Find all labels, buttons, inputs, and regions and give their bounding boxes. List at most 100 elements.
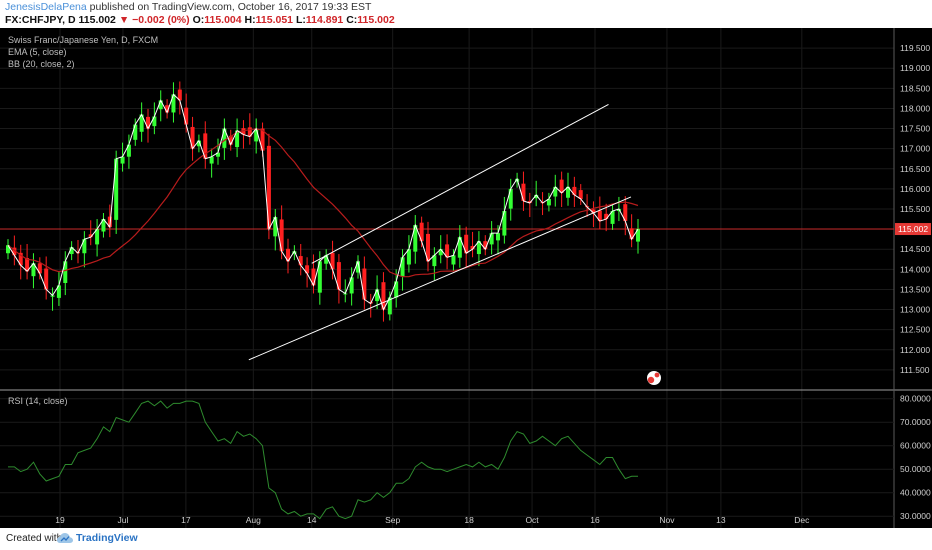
candle-body bbox=[209, 156, 214, 164]
candle-body bbox=[82, 239, 87, 254]
rsi-tick-label: 70.0000 bbox=[900, 417, 931, 427]
price-tick-label: 117.500 bbox=[900, 124, 930, 134]
candle-body bbox=[521, 183, 526, 201]
published-text: published on TradingView.com, October 16… bbox=[89, 1, 372, 13]
candle-body bbox=[464, 234, 469, 254]
candle-body bbox=[44, 268, 49, 290]
candle-body bbox=[158, 100, 163, 110]
price-tick-label: 118.500 bbox=[900, 83, 930, 93]
candle-body bbox=[476, 241, 481, 255]
event-marker-dot bbox=[654, 372, 660, 378]
candle-body bbox=[273, 217, 278, 237]
rsi-tick-label: 40.0000 bbox=[900, 488, 931, 498]
candle-body bbox=[406, 249, 411, 265]
candle-body bbox=[216, 152, 220, 157]
candle-body bbox=[636, 229, 640, 242]
time-tick-label: Sep bbox=[385, 515, 400, 525]
candle-body bbox=[426, 233, 430, 262]
candle-body bbox=[165, 105, 170, 113]
rsi-tick-label: 80.0000 bbox=[900, 394, 931, 404]
candle-body bbox=[139, 114, 144, 132]
candle-body bbox=[203, 133, 208, 159]
candle-body bbox=[120, 156, 125, 164]
tradingview-brand[interactable]: TradingView bbox=[76, 532, 138, 544]
time-tick-label: 16 bbox=[590, 515, 600, 525]
price-tick-label: 114.000 bbox=[900, 264, 930, 274]
chart-area[interactable]: 111.500 112.000 112.500 113.000 113.500 114.0… bbox=[0, 28, 932, 528]
rsi-legend[interactable]: RSI (14, close) bbox=[8, 396, 68, 406]
candle-body bbox=[260, 128, 265, 151]
candle-body bbox=[629, 228, 634, 240]
candle-body bbox=[387, 297, 392, 315]
footer-bar: Created with TradingView bbox=[0, 528, 932, 550]
time-tick-label: Dec bbox=[794, 515, 810, 525]
time-tick-label: 19 bbox=[55, 515, 65, 525]
candle-body bbox=[502, 211, 507, 236]
candle-body bbox=[483, 241, 488, 250]
candle-body bbox=[6, 245, 10, 254]
time-tick-label: 13 bbox=[716, 515, 726, 525]
time-tick-label: 18 bbox=[464, 515, 474, 525]
rsi-line bbox=[8, 400, 638, 520]
candle-body bbox=[604, 213, 609, 220]
price-tick-label: 116.000 bbox=[900, 184, 930, 194]
close-label: C: bbox=[346, 14, 358, 26]
candle-body bbox=[546, 198, 551, 206]
bb-legend[interactable]: BB (20, close, 2) bbox=[8, 59, 75, 69]
candle-body bbox=[88, 234, 93, 238]
price-tick-label: 113.000 bbox=[900, 305, 930, 315]
current-price-label: 115.002 bbox=[898, 224, 928, 234]
candle-body bbox=[247, 127, 252, 137]
rsi-tick-label: 50.0000 bbox=[900, 464, 931, 474]
current-price-badge bbox=[895, 223, 931, 236]
time-tick-label: Jul bbox=[118, 515, 129, 525]
candle-body bbox=[254, 128, 259, 142]
ema-legend[interactable]: EMA (5, close) bbox=[8, 47, 67, 57]
change-value: ▼ −0.002 (0%) bbox=[118, 14, 190, 26]
candle-body bbox=[292, 251, 297, 255]
candle-body bbox=[56, 285, 61, 298]
candle-body bbox=[413, 225, 418, 252]
author-link[interactable]: JenesisDelaPena bbox=[5, 1, 87, 13]
candle-body bbox=[37, 263, 42, 274]
candle-body bbox=[400, 257, 405, 277]
price-tick-label: 119.500 bbox=[900, 43, 930, 53]
candle-body bbox=[222, 128, 227, 148]
rsi-tick-label: 30.0000 bbox=[900, 511, 931, 521]
price-tick-label: 117.000 bbox=[900, 144, 930, 154]
last-price: 115.002 bbox=[78, 14, 116, 26]
candle-body bbox=[445, 244, 450, 258]
candle-body bbox=[63, 261, 68, 284]
price-tick-label: 114.500 bbox=[900, 244, 930, 254]
channel-upper-line bbox=[311, 103, 609, 264]
candle-body bbox=[324, 255, 329, 264]
candle-body bbox=[457, 237, 462, 258]
price-tick-label: 112.500 bbox=[900, 325, 930, 335]
candle-body bbox=[553, 186, 558, 197]
time-tick-label: Aug bbox=[246, 515, 261, 525]
candle-body bbox=[171, 94, 176, 113]
bb-basis-line bbox=[7, 128, 639, 278]
candle-body bbox=[381, 282, 386, 310]
open-label: O: bbox=[192, 14, 205, 26]
price-tick-label: 119.000 bbox=[900, 63, 930, 73]
candle-body bbox=[489, 233, 494, 245]
candle-body bbox=[241, 128, 246, 135]
candle-body bbox=[597, 210, 602, 222]
candle-body bbox=[101, 219, 106, 232]
candle-body bbox=[610, 211, 615, 224]
candle-body bbox=[349, 277, 354, 294]
open-value: 115.004 bbox=[204, 14, 242, 26]
candle-body bbox=[419, 222, 424, 242]
price-tick-label: 112.000 bbox=[900, 345, 930, 355]
price-tick-label: 116.500 bbox=[900, 164, 930, 174]
low-label: L: bbox=[295, 14, 306, 26]
time-tick-label: 14 bbox=[307, 515, 317, 525]
chart-canvas[interactable]: 111.500 112.000 112.500 113.000 113.500 114.0… bbox=[0, 28, 932, 528]
rsi-tick-label: 60.0000 bbox=[900, 441, 931, 451]
time-tick-label: Oct bbox=[525, 515, 539, 525]
candle-body bbox=[298, 256, 303, 266]
candle-body bbox=[470, 246, 475, 250]
candle-body bbox=[311, 268, 316, 286]
candle-body bbox=[508, 188, 513, 209]
